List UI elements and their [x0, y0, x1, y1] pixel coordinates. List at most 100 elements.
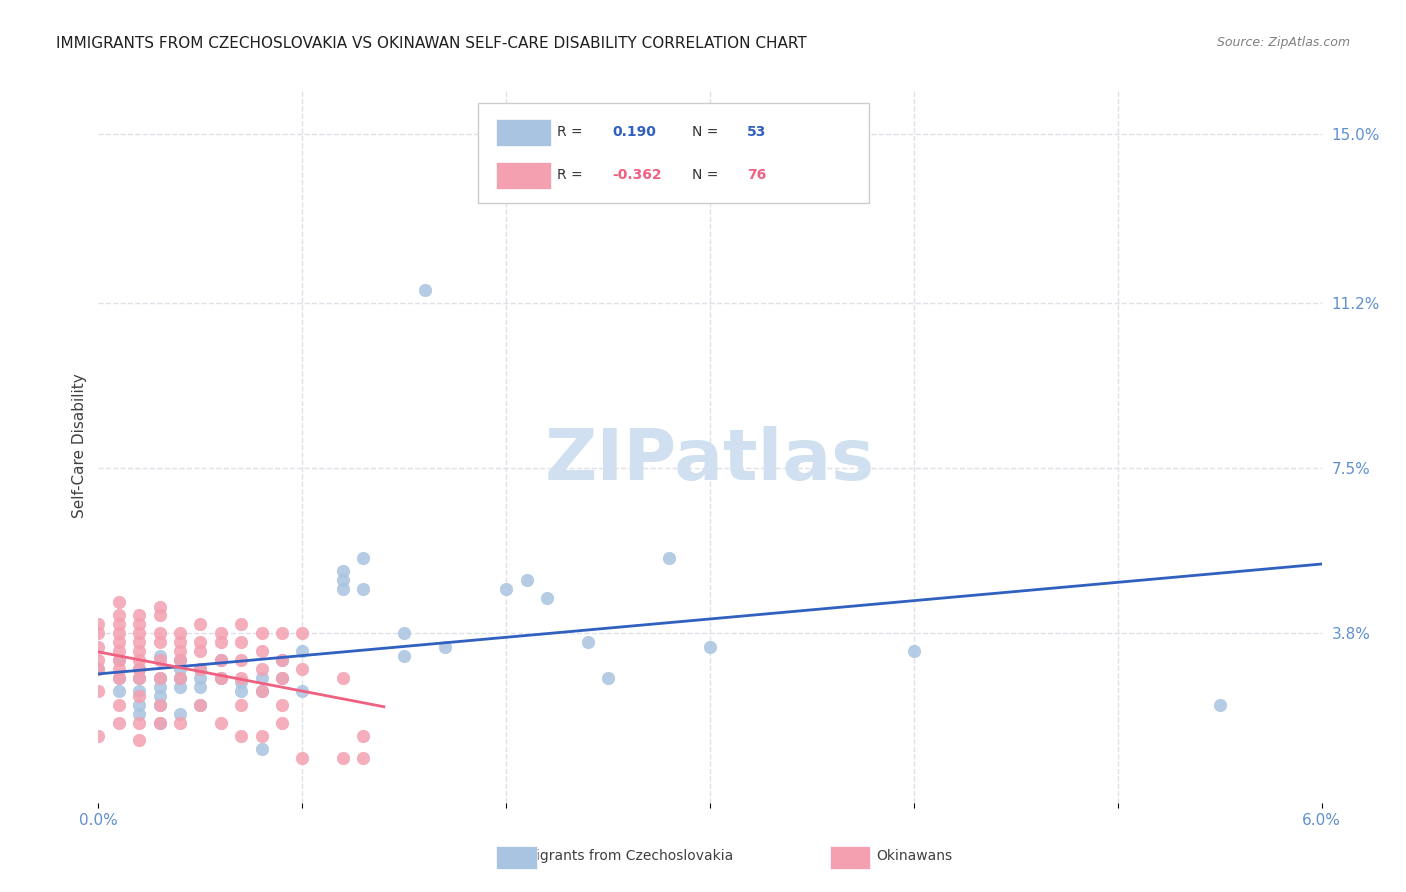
Point — [169, 671, 191, 685]
Point — [169, 662, 191, 676]
Point — [352, 582, 374, 596]
Point — [87, 662, 110, 676]
Text: R =: R = — [557, 125, 582, 139]
Point — [231, 684, 253, 698]
Point — [87, 617, 110, 632]
Text: -0.362: -0.362 — [612, 168, 662, 182]
Point — [108, 653, 131, 667]
Point — [87, 729, 110, 743]
Point — [270, 626, 292, 640]
Point — [128, 671, 150, 685]
Point — [352, 751, 374, 765]
Point — [128, 662, 150, 676]
Point — [128, 715, 150, 730]
Point — [332, 671, 354, 685]
Point — [250, 684, 273, 698]
Point — [169, 680, 191, 694]
Point — [250, 684, 273, 698]
Point — [87, 684, 110, 698]
Point — [87, 640, 110, 654]
Point — [188, 671, 212, 685]
Point — [87, 653, 110, 667]
Point — [433, 640, 456, 654]
Point — [128, 617, 150, 632]
Text: 0.190: 0.190 — [612, 125, 657, 139]
Point — [209, 715, 232, 730]
Point — [128, 671, 150, 685]
Point — [332, 573, 354, 587]
Text: 53: 53 — [747, 125, 766, 139]
Point — [149, 648, 172, 663]
Y-axis label: Self-Care Disability: Self-Care Disability — [72, 374, 87, 518]
Point — [516, 573, 538, 587]
Point — [250, 729, 273, 743]
Point — [108, 684, 131, 698]
Point — [250, 626, 273, 640]
Point — [332, 751, 354, 765]
Point — [576, 635, 599, 649]
Point — [291, 626, 314, 640]
Point — [188, 662, 212, 676]
Text: ZIPatlas: ZIPatlas — [546, 425, 875, 495]
Text: IMMIGRANTS FROM CZECHOSLOVAKIA VS OKINAWAN SELF-CARE DISABILITY CORRELATION CHAR: IMMIGRANTS FROM CZECHOSLOVAKIA VS OKINAW… — [56, 36, 807, 51]
Point — [108, 635, 131, 649]
Point — [250, 644, 273, 658]
Point — [149, 626, 172, 640]
Point — [128, 698, 150, 712]
Point — [250, 662, 273, 676]
Point — [108, 608, 131, 623]
Point — [392, 626, 416, 640]
Text: Okinawans: Okinawans — [876, 849, 952, 863]
Point — [209, 671, 232, 685]
Point — [149, 698, 172, 712]
Point — [250, 671, 273, 685]
Point — [169, 706, 191, 721]
Point — [352, 550, 374, 565]
Point — [231, 698, 253, 712]
Point — [291, 751, 314, 765]
Point — [149, 653, 172, 667]
Point — [495, 582, 517, 596]
Point — [188, 680, 212, 694]
Point — [169, 653, 191, 667]
Point — [87, 662, 110, 676]
Point — [149, 635, 172, 649]
Point — [128, 684, 150, 698]
Point — [188, 644, 212, 658]
Point — [352, 729, 374, 743]
Point — [108, 617, 131, 632]
Point — [291, 684, 314, 698]
Point — [87, 626, 110, 640]
Point — [332, 582, 354, 596]
Text: 76: 76 — [747, 168, 766, 182]
Text: R =: R = — [557, 168, 582, 182]
Point — [291, 644, 314, 658]
Point — [188, 698, 212, 712]
Point — [413, 283, 436, 297]
Point — [231, 671, 253, 685]
Point — [149, 599, 172, 614]
Point — [169, 715, 191, 730]
Point — [169, 635, 191, 649]
Point — [209, 653, 232, 667]
Point — [209, 635, 232, 649]
Point — [231, 675, 253, 690]
Point — [188, 617, 212, 632]
Point — [1208, 698, 1232, 712]
Point — [108, 626, 131, 640]
Point — [149, 671, 172, 685]
Point — [128, 626, 150, 640]
Point — [108, 595, 131, 609]
Point — [392, 648, 416, 663]
Point — [108, 653, 131, 667]
Text: Immigrants from Czechoslovakia: Immigrants from Czechoslovakia — [505, 849, 733, 863]
Point — [270, 653, 292, 667]
Point — [108, 662, 131, 676]
Point — [128, 644, 150, 658]
Point — [169, 671, 191, 685]
Point — [149, 715, 172, 730]
Point — [270, 671, 292, 685]
Point — [149, 608, 172, 623]
Point — [128, 689, 150, 703]
FancyBboxPatch shape — [496, 120, 551, 146]
